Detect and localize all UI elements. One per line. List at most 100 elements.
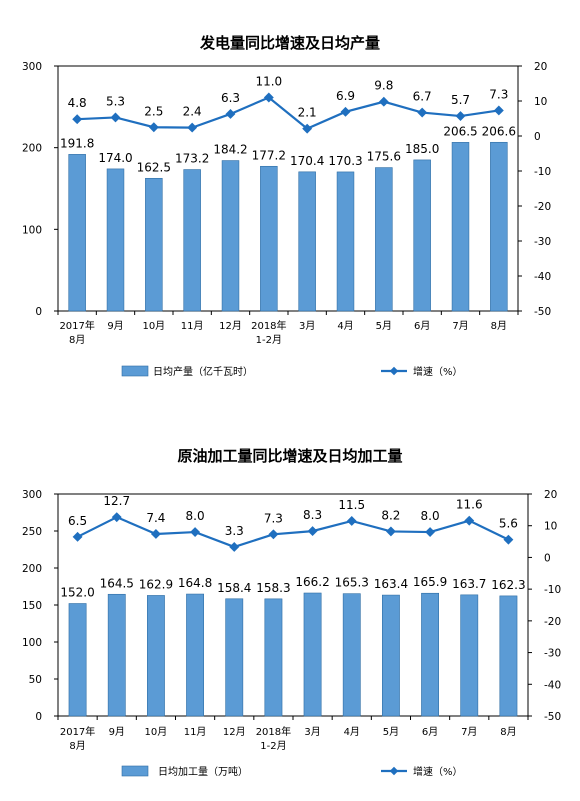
chart-1-x-tick-label: 2017年 xyxy=(59,319,94,332)
chart-2-bar-value-label: 158.4 xyxy=(217,581,251,595)
chart-2-x-tick-label: 7月 xyxy=(461,726,477,738)
chart-2-x-tick-label: 5月 xyxy=(383,726,399,738)
chart-2-left-tick-label: 300 xyxy=(22,489,42,501)
chart-1-growth-value-label: 6.9 xyxy=(336,89,355,103)
chart-2-bar-value-label: 152.0 xyxy=(60,586,94,600)
chart-1-left-tick-label: 0 xyxy=(35,306,42,318)
chart-1-growth-value-label: 5.3 xyxy=(106,94,125,108)
chart-1-x-tick-label: 1-2月 xyxy=(256,334,282,346)
chart-1-bar-value-label: 173.2 xyxy=(175,152,209,166)
chart-2-bar xyxy=(303,592,322,717)
chart-2-growth-point xyxy=(229,542,240,552)
chart-2-bar-value-label: 165.3 xyxy=(335,576,369,590)
chart-1-bar xyxy=(490,141,508,312)
chart-1-bar-value-label: 174.0 xyxy=(98,151,132,165)
chart-2-legend-bar-swatch xyxy=(121,765,149,777)
chart-1-growth-value-label: 2.5 xyxy=(144,104,163,118)
chart-1-legend-line-label: 增速（%） xyxy=(413,365,463,378)
chart-1-bar xyxy=(451,142,470,312)
chart-1-growth-value-label: 2.4 xyxy=(183,105,202,119)
chart-2-x-tick-label: 1-2月 xyxy=(260,740,286,752)
chart-1-growth-value-label: 6.7 xyxy=(413,90,432,104)
chart-2-left-tick-label: 150 xyxy=(22,600,42,612)
chart-1-growth-value-label: 5.7 xyxy=(451,93,470,107)
chart-2-growth-point xyxy=(268,529,279,540)
chart-1-right-tick-label: 0 xyxy=(534,131,541,143)
chart-1-bar-value-label: 162.5 xyxy=(137,160,171,174)
chart-2-growth-value-label: 11.5 xyxy=(338,498,365,512)
chart-1-right-tick-label: -40 xyxy=(534,271,551,283)
chart-2-bar-value-label: 162.9 xyxy=(139,577,173,591)
chart-2-growth-value-label: 8.2 xyxy=(381,508,400,522)
chart-1-growth-point xyxy=(455,111,466,121)
chart-1-growth-point xyxy=(378,96,389,107)
chart-2-x-tick-label: 2017年 xyxy=(60,725,95,738)
chart-2-right-tick-label: -50 xyxy=(544,711,561,723)
chart-1-x-tick-label: 2018年 xyxy=(251,319,286,332)
chart-2-bar-value-label: 165.9 xyxy=(413,575,447,589)
chart-1-growth-line xyxy=(77,96,499,130)
chart-1-left-tick-label: 200 xyxy=(22,143,42,155)
chart-1-growth-point xyxy=(340,106,351,117)
chart-2-x-tick-label: 8月 xyxy=(69,740,85,752)
chart-2-growth-point xyxy=(425,527,436,538)
chart-2-legend-line-marker xyxy=(389,766,399,776)
chart-1-growth-point xyxy=(225,109,236,119)
chart-1-x-tick-label: 8月 xyxy=(69,334,85,346)
chart-2-growth-point xyxy=(503,534,514,545)
chart-1-right-tick-label: -20 xyxy=(534,201,551,213)
chart-2-x-tick-label: 2018年 xyxy=(256,725,291,738)
chart-2-right-tick-label: 10 xyxy=(544,521,557,533)
chart-1-bar xyxy=(221,160,240,312)
chart-2-growth-point xyxy=(385,526,396,537)
chart-2-bar-value-label: 162.3 xyxy=(491,578,525,592)
chart-2-bar xyxy=(186,593,204,717)
chart-2-x-tick-label: 10月 xyxy=(145,726,168,738)
chart-2-right-tick-label: 20 xyxy=(544,489,557,501)
chart-2-growth-value-label: 3.3 xyxy=(225,524,244,538)
chart-2-growth-value-label: 8.0 xyxy=(186,509,205,523)
chart-1-x-tick-label: 5月 xyxy=(376,320,392,332)
chart-1-bar-value-label: 184.2 xyxy=(213,143,247,157)
chart-2-title: 原油加工量同比增速及日均加工量 xyxy=(177,447,402,465)
chart-1-bar-value-label: 170.3 xyxy=(328,154,362,168)
chart-1-x-tick-label: 11月 xyxy=(181,320,204,332)
chart-1-bar xyxy=(260,165,278,312)
chart-2-bar xyxy=(264,598,283,717)
chart-2-x-tick-label: 9月 xyxy=(109,726,125,738)
chart-1-growth-point xyxy=(187,122,198,133)
chart-1-right-tick-label: -50 xyxy=(534,306,551,318)
chart-1-left-tick-label: 100 xyxy=(22,224,42,236)
chart-1-right-tick-label: -30 xyxy=(534,236,551,248)
chart-2-left-tick-label: 100 xyxy=(22,637,42,649)
chart-1-right-tick-label: -10 xyxy=(534,166,551,178)
chart-1-x-tick-label: 7月 xyxy=(452,320,468,332)
chart-2-legend-bar-label: 日均加工量（万吨） xyxy=(158,765,248,778)
chart-2-growth-value-label: 6.5 xyxy=(68,514,87,528)
chart-1-growth-point xyxy=(417,107,428,118)
chart-2-right-tick-label: 0 xyxy=(544,552,551,564)
chart-1-growth-value-label: 11.0 xyxy=(255,75,282,89)
chart-2-growth-value-label: 7.3 xyxy=(264,511,283,525)
chart-1-bar xyxy=(106,168,125,312)
chart-1-legend-bar-swatch xyxy=(121,365,149,377)
chart-1-x-tick-label: 12月 xyxy=(219,320,242,332)
chart-1-bar-value-label: 175.6 xyxy=(367,150,401,164)
chart-2-growth-point xyxy=(150,529,161,539)
chart-1-bar-value-label: 206.6 xyxy=(482,124,516,138)
chart-2-growth-value-label: 8.3 xyxy=(303,508,322,522)
chart-2-x-tick-label: 3月 xyxy=(304,726,320,738)
chart-2-bar-value-label: 158.3 xyxy=(256,581,290,595)
chart-1-bar xyxy=(413,159,431,312)
chart-1-bar xyxy=(145,177,163,312)
chart-2-x-tick-label: 4月 xyxy=(344,726,360,738)
chart-1-right-tick-label: 20 xyxy=(534,61,547,73)
chart-2-growth-value-label: 8.0 xyxy=(421,509,440,523)
chart-2-left-tick-label: 200 xyxy=(22,563,42,575)
chart-2-growth-point xyxy=(72,531,83,542)
chart-1-growth-value-label: 6.3 xyxy=(221,91,240,105)
chart-2-growth-point xyxy=(111,512,122,523)
chart-2-bar xyxy=(68,603,87,717)
chart-2-growth-point xyxy=(346,516,357,526)
